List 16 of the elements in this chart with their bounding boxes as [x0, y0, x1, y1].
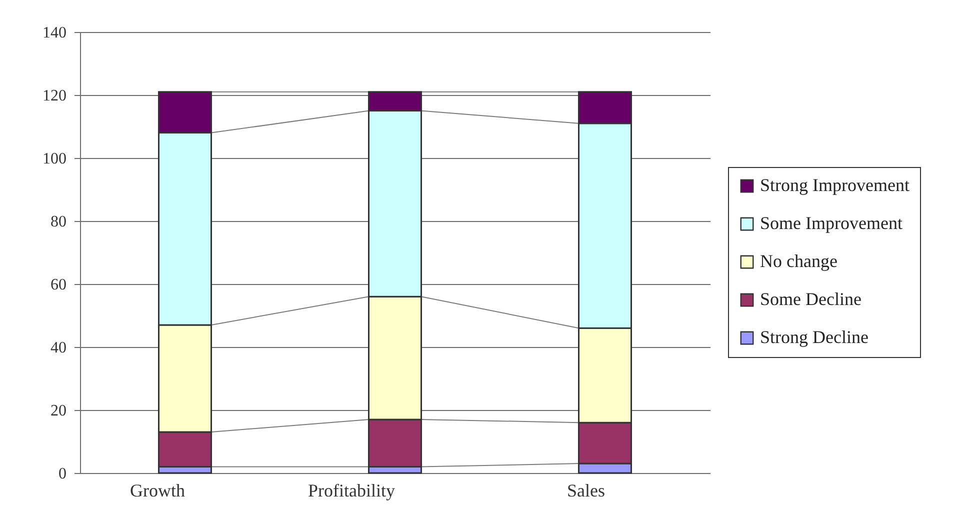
y-tick-label: 80 — [50, 214, 66, 230]
legend-label: Strong Improvement — [760, 175, 910, 195]
legend-label: Some Improvement — [760, 213, 902, 233]
y-tick-label: 60 — [50, 276, 66, 294]
x-tick-label: Growth — [130, 480, 185, 500]
y-tick-label: 0 — [58, 466, 66, 482]
x-tick-label: Profitability — [308, 480, 395, 500]
x-tick-label: Sales — [567, 480, 605, 500]
y-tick-label: 20 — [50, 402, 66, 420]
y-tick-label: 40 — [50, 340, 66, 356]
y-tick-label: 120 — [42, 88, 66, 104]
legend-label: No change — [760, 251, 838, 271]
y-tick-label: 140 — [42, 24, 66, 42]
y-tick-label: 100 — [42, 150, 66, 168]
legend-label: Strong Decline — [760, 327, 868, 347]
legend-label: Some Decline — [760, 289, 862, 309]
